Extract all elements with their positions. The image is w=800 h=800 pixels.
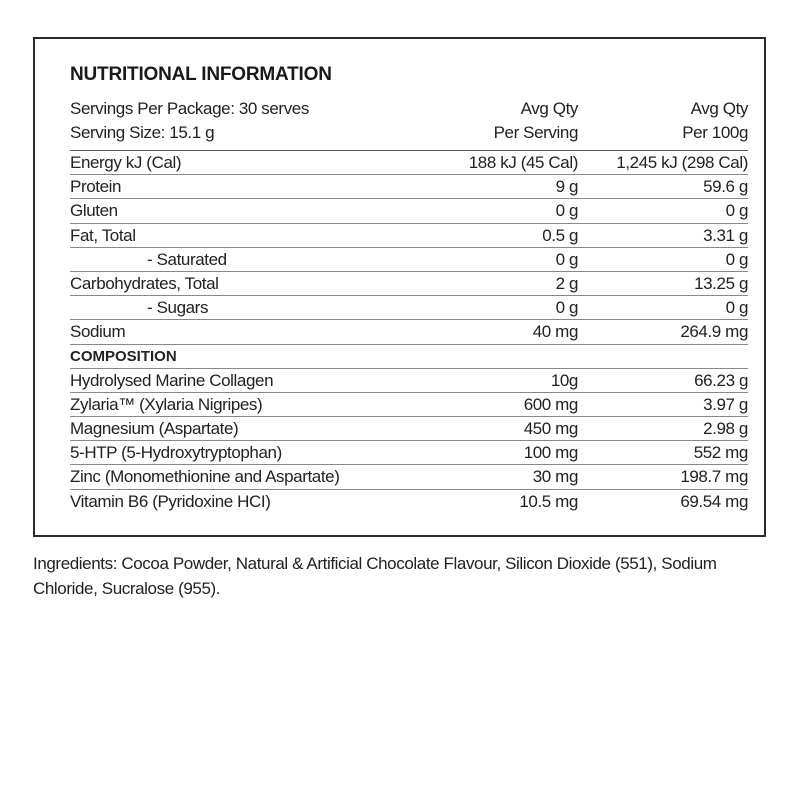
table-row: - Saturated 0 g 0 g	[70, 248, 748, 272]
table-row: Energy kJ (Cal) 188 kJ (45 Cal) 1,245 kJ (…	[70, 151, 748, 176]
per-serving-value: 40 mg	[532, 322, 579, 342]
per-serving-value: 2 g	[555, 273, 579, 293]
table-header: Servings Per Package: 30 serves Serving …	[70, 97, 748, 149]
per-100g-value: 0 g	[725, 249, 749, 269]
servings-per-package: Servings Per Package: 30 serves	[70, 99, 309, 118]
per-serving-value: 30 mg	[532, 467, 579, 487]
table-row: 5-HTP (5-Hydroxytryptophan) 100 mg 552 mg	[70, 441, 749, 466]
per-100g-value: 59.6 g	[703, 177, 748, 197]
column-header-line: Avg Qty	[690, 99, 749, 118]
per-100g-value: 13.25 g	[694, 273, 748, 293]
per-100g-value: 264.9 mg	[680, 322, 748, 342]
row-label: - Sugars	[147, 298, 209, 318]
per-serving-value: 10g	[550, 370, 579, 390]
per-serving-value: 600 mg	[523, 394, 579, 414]
column-header-per-serving: Avg Qty Per Serving	[493, 97, 579, 145]
nutrition-panel: NUTRITIONAL INFORMATION Servings Per Pac…	[33, 37, 766, 537]
per-100g-value: 2.98 g	[703, 419, 748, 439]
row-label: Carbohydrates, Total	[70, 273, 219, 293]
row-label: Energy kJ (Cal)	[70, 153, 182, 172]
row-label: Vitamin B6 (Pyridoxine HCI)	[70, 491, 271, 511]
per-serving-value: 450 mg	[523, 419, 579, 439]
per-serving-value: 0 g	[555, 201, 579, 221]
per-serving-value: 0 g	[555, 249, 579, 269]
per-serving-value: 10.5 mg	[519, 491, 578, 511]
section-label: COMPOSITION	[70, 347, 177, 365]
row-label: - Saturated	[147, 249, 227, 269]
table-row: Gluten 0 g 0 g	[70, 199, 749, 224]
table-row: - Sugars 0 g 0 g	[70, 296, 749, 321]
column-header-line: Per 100g	[682, 123, 748, 142]
row-label: Protein	[70, 177, 122, 197]
column-header-per-100g: Avg Qty Per 100g	[682, 97, 748, 145]
per-100g-value: 66.23 g	[694, 370, 748, 390]
per-100g-value: 0 g	[725, 298, 749, 318]
row-label: Gluten	[70, 201, 118, 221]
table-row: Zinc (Monomethionine and Aspartate) 30 mg…	[70, 465, 748, 490]
row-label: Zinc (Monomethionine and Aspartate)	[70, 467, 340, 487]
row-label: Magnesium (Aspartate)	[70, 419, 239, 439]
per-100g-value: 552 mg	[693, 443, 749, 463]
row-label: Zylaria™ (Xylaria Nigripes)	[70, 394, 263, 414]
per-100g-value: 69.54 mg	[680, 491, 748, 511]
row-label: Sodium	[70, 322, 126, 342]
table-row: Magnesium (Aspartate) 450 mg 2.98 g	[70, 417, 748, 442]
ingredients-text: Ingredients: Cocoa Powder, Natural & Art…	[33, 554, 717, 598]
table-row: Fat, Total 0.5 g 3.31 g	[70, 224, 748, 248]
per-100g-value: 0 g	[725, 201, 749, 221]
per-serving-value: 0 g	[555, 298, 579, 318]
row-label: Fat, Total	[70, 225, 136, 245]
serving-size: Serving Size: 15.1 g	[70, 123, 215, 142]
per-100g-value: 3.31 g	[703, 225, 748, 245]
table-row: Sodium 40 mg 264.9 mg	[70, 320, 748, 345]
composition-heading: COMPOSITION	[70, 345, 748, 369]
per-100g-value: 3.97 g	[703, 394, 748, 414]
panel-title: NUTRITIONAL INFORMATION	[70, 64, 332, 85]
per-serving-value: 9 g	[555, 177, 579, 197]
table-row: Carbohydrates, Total 2 g 13.25 g	[70, 272, 748, 297]
serving-info: Servings Per Package: 30 serves Serving …	[70, 97, 309, 145]
table-row: Protein 9 g 59.6 g	[70, 175, 748, 200]
table-row: Zylaria™ (Xylaria Nigripes) 600 mg 3.97 g	[70, 393, 748, 418]
table-row: Hydrolysed Marine Collagen 10g 66.23 g	[70, 369, 748, 393]
per-100g-value: 198.7 mg	[680, 467, 748, 487]
table-row: Vitamin B6 (Pyridoxine HCI) 10.5 mg 69.54 …	[70, 490, 748, 513]
per-serving-value: 0.5 g	[542, 225, 578, 245]
column-header-line: Avg Qty	[520, 99, 579, 118]
per-serving-value: 188 kJ (45 Cal)	[468, 153, 579, 172]
nutrition-table: Energy kJ (Cal) 188 kJ (45 Cal) 1,245 kJ (…	[70, 150, 748, 513]
row-label: Hydrolysed Marine Collagen	[70, 370, 274, 390]
row-label: 5-HTP (5-Hydroxytryptophan)	[70, 443, 282, 463]
column-header-line: Per Serving	[493, 123, 579, 142]
per-100g-value: 1,245 kJ (298 Cal)	[616, 153, 748, 172]
per-serving-value: 100 mg	[523, 443, 579, 463]
